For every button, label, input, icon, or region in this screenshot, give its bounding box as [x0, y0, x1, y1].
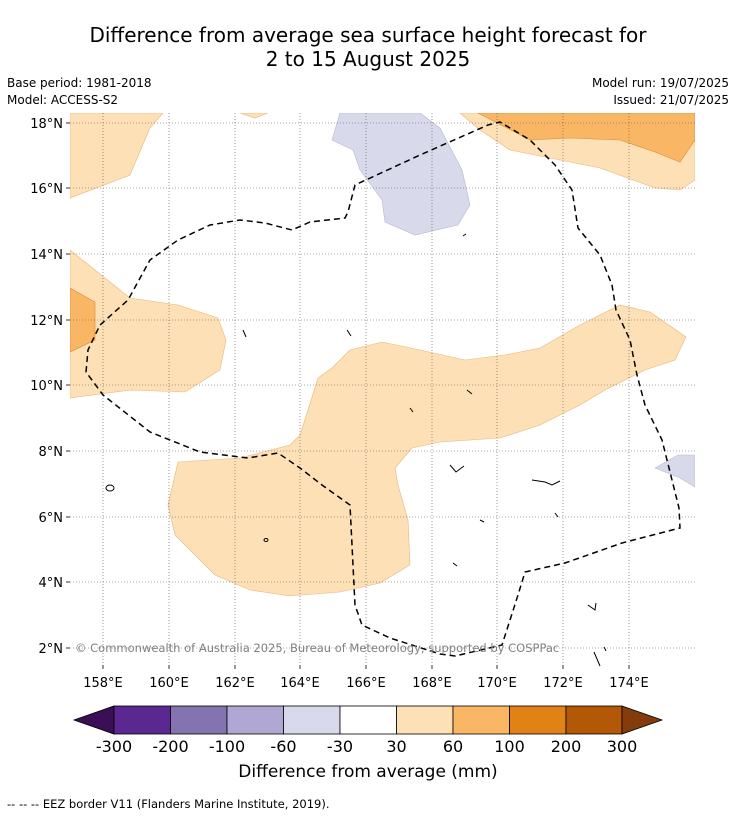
- copyright-notice: © Commonwealth of Australia 2025, Bureau…: [75, 641, 559, 655]
- map-title-line2: 2 to 15 August 2025: [265, 47, 471, 71]
- lon-label: 158°E: [83, 676, 123, 691]
- colorbar-label: -30: [326, 737, 354, 756]
- anomaly-region-neg-30-60: [654, 454, 695, 488]
- tick-marks: [66, 122, 630, 669]
- colorbar-label: 200: [550, 737, 582, 756]
- model-run: Model run: 19/07/2025: [591, 76, 729, 90]
- lat-label: 18°N: [30, 117, 63, 132]
- base-period: Base period: 1981-2018: [7, 76, 152, 90]
- lon-label: 160°E: [149, 676, 189, 691]
- anomaly-region-30-60: [70, 249, 227, 399]
- lon-label: 174°E: [609, 676, 649, 691]
- islands: [105, 233, 607, 667]
- lat-label: 10°N: [30, 379, 63, 394]
- colorbar-title: Difference from average (mm): [238, 762, 498, 782]
- issued-date: Issued: 21/07/2025: [613, 93, 729, 107]
- map-fields: [70, 113, 695, 597]
- colorbar: [72, 705, 664, 735]
- colorbar-label: -200: [152, 737, 189, 756]
- colorbar-label: 30: [386, 737, 407, 756]
- model-name: Model: ACCESS-S2: [7, 93, 119, 107]
- gridlines: [70, 113, 695, 665]
- colorbar-extend-low: [72, 705, 115, 735]
- lat-label: 6°N: [39, 511, 64, 526]
- lon-label: 162°E: [215, 676, 255, 691]
- lon-label: 166°E: [346, 676, 386, 691]
- colorbar-extend-high: [621, 705, 664, 735]
- colorbar-label: -300: [95, 737, 133, 756]
- colorbar-label: -100: [208, 737, 246, 756]
- anomaly-region-30-60: [167, 304, 687, 597]
- anomaly-region-30-60: [239, 113, 269, 119]
- lon-label: 164°E: [280, 676, 320, 691]
- lat-label: 4°N: [39, 576, 64, 591]
- map-title-line1: Difference from average sea surface heig…: [89, 23, 647, 47]
- eez-border: [85, 121, 681, 657]
- lon-label: 168°E: [412, 676, 452, 691]
- anomaly-region-30-60: [70, 113, 164, 199]
- anomaly-region-60-100: [477, 113, 695, 163]
- anomaly-region-neg-30-60: [331, 113, 471, 236]
- eez-legend: -- -- -- EEZ border V11 (Flanders Marine…: [7, 797, 330, 811]
- lon-label: 170°E: [477, 676, 517, 691]
- lon-label: 172°E: [543, 676, 583, 691]
- lat-label: 12°N: [30, 314, 63, 329]
- colorbar-label: 300: [606, 737, 638, 756]
- lat-label: 2°N: [39, 642, 64, 657]
- colorbar-label: 60: [442, 737, 464, 756]
- lat-label: 8°N: [39, 445, 64, 460]
- lat-label: 16°N: [30, 182, 63, 197]
- lat-label: 14°N: [30, 248, 63, 263]
- colorbar-label: 100: [494, 737, 525, 756]
- colorbar-label: -60: [270, 737, 297, 756]
